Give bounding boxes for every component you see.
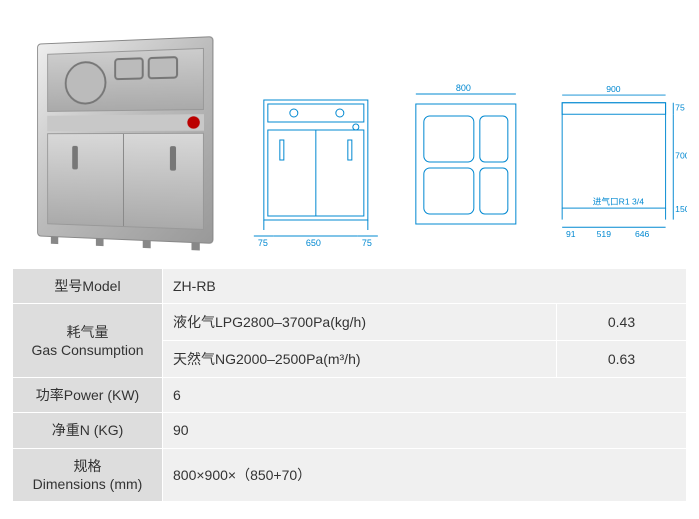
gas-ng-val: 0.63	[557, 341, 687, 378]
table-row: 耗气量 Gas Consumption 液化气LPG2800–3700Pa(kg…	[13, 304, 687, 341]
drawing-side: 900 75 700 150 进气口R1 3/4 91 519 646	[543, 80, 687, 250]
dim-side-inner1: 519	[597, 229, 612, 239]
row-label: 净重N (KG)	[13, 413, 163, 448]
dim-side-inner2: 646	[635, 229, 650, 239]
gas-lpg-desc: 液化气LPG2800–3700Pa(kg/h)	[163, 304, 557, 341]
table-row: 功率Power (KW) 6	[13, 378, 687, 413]
dim-side-legpad: 75	[676, 102, 686, 112]
gas-inlet-label: 进气口R1 3/4	[593, 195, 644, 206]
table-row: 净重N (KG) 90	[13, 413, 687, 448]
row-label: 功率Power (KW)	[13, 378, 163, 413]
row-label: 耗气量 Gas Consumption	[13, 304, 163, 378]
drawing-front: 75 650 75	[244, 80, 388, 250]
row-value: ZH-RB	[163, 269, 687, 304]
row-value: 800×900×（850+70）	[163, 448, 687, 501]
dim-front-right: 75	[362, 238, 372, 248]
spec-table: 型号Model ZH-RB 耗气量 Gas Consumption 液化气LPG…	[12, 268, 687, 502]
dim-front-center: 650	[306, 238, 321, 248]
table-row: 规格 Dimensions (mm) 800×900×（850+70）	[13, 448, 687, 501]
dim-side-inner3: 91	[566, 229, 576, 239]
table-row: 型号Model ZH-RB	[13, 269, 687, 304]
dim-front-left: 75	[258, 238, 268, 248]
row-value: 6	[163, 378, 687, 413]
gas-lpg-val: 0.43	[557, 304, 687, 341]
row-label: 规格 Dimensions (mm)	[13, 448, 163, 501]
product-photo	[12, 30, 232, 250]
row-label: 型号Model	[13, 269, 163, 304]
dim-side-depth: 900	[607, 84, 622, 94]
gas-ng-desc: 天然气NG2000–2500Pa(m³/h)	[163, 341, 557, 378]
row-value: 90	[163, 413, 687, 448]
dim-side-base: 150	[676, 204, 687, 214]
technical-drawings: 75 650 75 800 900	[244, 50, 687, 250]
dim-side-height: 700	[676, 150, 687, 160]
drawing-top: 800	[394, 80, 538, 250]
dim-top-width: 800	[456, 83, 471, 93]
